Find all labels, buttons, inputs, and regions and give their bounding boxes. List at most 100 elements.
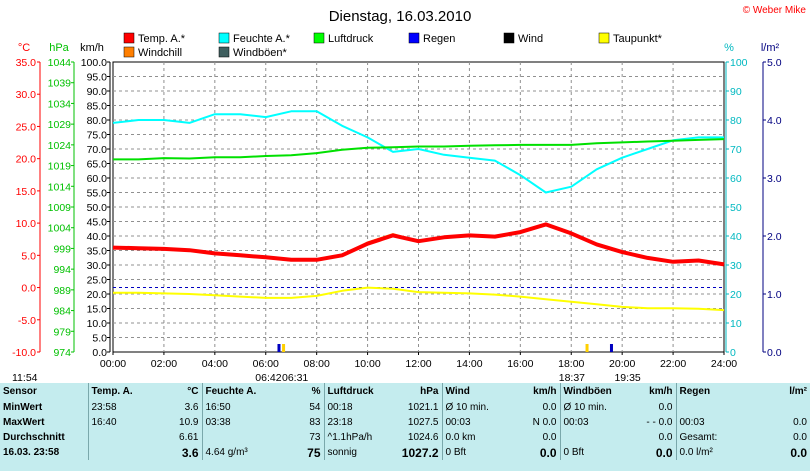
x-tick-label: 22:00 [660,358,686,370]
x-tick-label: 18:00 [558,358,584,370]
stats-cell-hum-t [201,430,264,445]
stats-cell-wind-t: 0 Bft [441,445,508,460]
x-tick-label: 00:00 [100,358,126,370]
stats-cell-hum-t: 16:50 [201,400,264,415]
legend-swatch [598,32,610,44]
credit-label: © Weber Mike [743,5,807,16]
stats-cell-hum-v: 54 [309,402,321,413]
stats-cell-rain-t: 0.0 l/m² [675,445,744,460]
stats-cell-label: MinWert [3,402,43,413]
legend-swatch [218,46,230,58]
stats-row: 16.03. 23:58 3.6 4.64 g/m³ 75 sonnig 1027.2 0 … [0,445,810,460]
pressure-tick-label: 1029 [48,119,72,131]
stats-cell-wind-v: 0.0 [542,432,557,443]
stats-cell-temp-t [87,445,150,460]
legend-swatch [218,32,230,44]
stats-cell-wind-v: 0.0 [539,445,557,460]
stats-cell-press-v: 1021.1 [407,402,439,413]
temp-tick-label: 20.0 [16,154,37,166]
wind-tick-label: 95.0 [87,72,108,84]
stats-cell-press-v: 1024.6 [407,432,439,443]
legend-label: Feuchte A.* [233,33,291,45]
stats-cell-label: MaxWert [3,417,45,428]
pressure-tick-label: 1004 [48,223,72,235]
humidity-tick-label: 50 [730,202,742,214]
series-line [112,110,724,194]
stats-cell-label: 16.03. 23:58 [3,447,60,458]
gust-unit: km/h [649,386,673,397]
wind-tick-label: 40.0 [87,231,108,243]
x-tick-label: 14:00 [456,358,482,370]
stats-cell-wind-t: 00:03 [441,415,508,430]
stats-cell-wind-v: 0.0 [542,402,557,413]
grid [113,62,724,352]
pressure-tick-label: 974 [53,347,71,359]
stats-cell-wind-v: N 0.0 [532,417,557,428]
pressure-tick-label: 1009 [48,202,72,214]
pressure-tick-label: 989 [53,285,71,297]
axes: 35.0 30.0 25.0 20.0 15.0 10.0 5.0 0.0 -5.0 -10.0 1… [12,57,782,370]
temp-tick-label: 0.0 [21,283,36,295]
series-line [112,222,725,267]
stats-cell-temp-t [87,430,150,445]
humidity-tick-label: 90 [730,86,742,98]
temp-tick-label: 15.0 [16,186,37,198]
temp-tick-label: 35.0 [16,57,37,69]
stats-cell-gust-t: 00:03 [559,415,626,430]
wind-header: Wind [441,383,508,400]
wind-tick-label: 60.0 [87,173,108,185]
rain-tick-label: 3.0 [767,173,782,185]
temp-tick-label: -5.0 [18,315,36,327]
chart-title: Dienstag, 16.03.2010 [329,8,472,25]
legend-swatch [123,32,135,44]
stats-cell-temp-v: 6.61 [179,432,199,443]
rain-tick-label: 0.0 [767,347,782,359]
wind-tick-label: 55.0 [87,188,108,200]
legend-label: Temp. A.* [138,33,186,45]
pressure-tick-label: 979 [53,326,71,338]
stats-cell-temp-t: 23:58 [87,400,150,415]
legend-label: Windchill [138,47,182,59]
stats-cell-rain-v: 0.0 [790,445,807,460]
wind-tick-label: 70.0 [87,144,108,156]
stats-row: MaxWert 16:40 10.9 03:38 83 23:18 1027.5 00:03 N… [0,415,810,430]
stats-cell-press-v: 1027.5 [407,417,439,428]
pressure-axis-title: hPa [49,42,69,54]
x-tick-label: 10:00 [354,358,380,370]
x-tick-label: 06:00 [253,358,279,370]
humidity-tick-label: 0 [730,347,736,359]
stats-cell-gust-v: 0.0 [658,432,673,443]
wind-tick-label: 5.0 [92,333,107,345]
stats-cell-gust-t [559,430,626,445]
pressure-unit: hPa [420,386,439,397]
legend-label: Wind [518,33,543,45]
time-markers: 11:54 06:42 06:31 18:37 19:35 [12,344,641,383]
temp-tick-label: 30.0 [16,89,37,101]
stats-cell-rain-v: 0.0 [793,432,807,443]
humidity-tick-label: 70 [730,144,742,156]
stats-cell-gust-v: 0.0 [655,445,673,460]
stats-row: Durchschnitt 6.61 73 ^1.1hPa/h 1024.6 0.0 km 0… [0,430,810,445]
stats-row: MinWert 23:58 3.6 16:50 54 00:18 1021.1 Ø 10 mi… [0,400,810,415]
weather-chart: Dienstag, 16.03.2010 © Weber Mike Temp. … [12,5,807,383]
stats-cell-press-t: 00:18 [323,400,392,415]
wind-tick-label: 15.0 [87,304,108,316]
wind-tick-label: 10.0 [87,318,108,330]
pressure-tick-label: 999 [53,243,71,255]
rain-header: Regen [675,383,744,400]
temp-tick-label: 25.0 [16,121,37,133]
wind-tick-label: 45.0 [87,217,108,229]
wind-tick-label: 85.0 [87,101,108,113]
stats-cell-gust-t: Ø 10 min. [559,400,626,415]
legend-swatch [313,32,325,44]
pressure-tick-label: 1014 [48,181,72,193]
stats-cell-rain-v [744,400,810,415]
legend-label: Luftdruck [328,33,374,45]
time-marker [277,344,281,352]
stats-cell-temp-t: 16:40 [87,415,150,430]
series-line [113,138,725,161]
sensor-header: Sensor [3,386,37,397]
stats-cell-gust-t: 0 Bft [559,445,626,460]
legend-label: Windböen* [233,47,288,59]
wind-tick-label: 75.0 [87,130,108,142]
